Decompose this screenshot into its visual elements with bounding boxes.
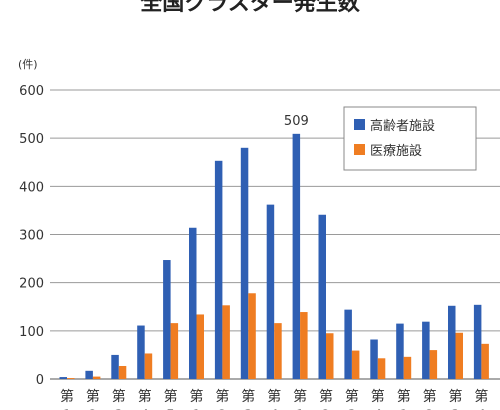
legend-label: 高齢者施設	[370, 118, 435, 134]
y-tick-label: 400	[19, 180, 44, 195]
chart-title: 全国クラスター発生数	[139, 0, 361, 16]
bar-medical-facility	[403, 356, 412, 379]
bar-medical-facility	[326, 333, 334, 379]
x-tick-label-index: 2	[322, 408, 331, 410]
x-tick-label-index: 5	[166, 408, 175, 410]
bar-elderly-facility	[137, 325, 145, 379]
y-axis-unit-label: (件)	[18, 58, 38, 71]
bar-medical-facility	[248, 293, 256, 379]
y-tick-label: 0	[36, 373, 44, 388]
x-tick-label: 第	[112, 388, 126, 405]
legend-label: 医療施設	[370, 143, 422, 159]
x-tick-label: 第	[164, 388, 178, 405]
x-tick-label: 第	[138, 388, 152, 405]
x-tick-label: 第	[267, 388, 281, 405]
x-tick-label: 第	[345, 388, 359, 405]
y-tick-label: 300	[19, 229, 44, 244]
x-tick-label-index: 4	[477, 408, 486, 410]
x-tick-label-index: 1	[399, 408, 408, 410]
x-tick-label-index: 1	[192, 408, 201, 410]
x-tick-label: 第	[449, 388, 463, 405]
bar-medical-facility	[92, 376, 101, 379]
bar-elderly-facility	[240, 147, 249, 379]
bar-elderly-facility	[266, 204, 275, 379]
bar-medical-facility	[144, 353, 153, 379]
x-tick-label: 第	[397, 388, 411, 405]
bar-medical-facility	[67, 378, 75, 379]
legend-box	[343, 106, 477, 171]
y-tick-label: 100	[19, 325, 44, 340]
x-tick-label: 第	[60, 388, 74, 405]
x-tick-label: 第	[319, 388, 333, 405]
bar-medical-facility	[429, 350, 438, 379]
legend-swatch	[354, 144, 365, 155]
x-tick-label: 第	[423, 388, 437, 405]
x-tick-label-index: 4	[373, 408, 382, 410]
bar-elderly-facility	[85, 370, 93, 379]
x-tick-label: 第	[371, 388, 385, 405]
bar-medical-facility	[170, 323, 179, 379]
bar-elderly-facility	[59, 377, 67, 379]
bar-medical-facility	[481, 343, 489, 379]
x-tick-label: 第	[241, 388, 255, 405]
x-tick-label: 第	[215, 388, 229, 405]
x-tick-label-index: 3	[114, 408, 123, 410]
bar-medical-facility	[222, 305, 230, 379]
x-tick-label-index: 4	[140, 408, 149, 410]
bar-medical-facility	[351, 350, 360, 379]
bar-elderly-facility	[422, 321, 430, 379]
legend-swatch	[354, 119, 365, 130]
bar-medical-facility	[118, 365, 127, 379]
x-tick-label-index: 2	[88, 408, 97, 410]
bar-elderly-facility	[370, 339, 378, 379]
bar-elderly-facility	[111, 354, 119, 379]
bar-elderly-facility	[318, 214, 326, 379]
bar-elderly-facility	[214, 160, 223, 379]
x-tick-label-index: 1	[296, 408, 305, 410]
x-tick-label-index: 2	[425, 408, 434, 410]
bar-medical-facility	[377, 358, 386, 379]
gridlines	[50, 89, 500, 380]
bar-elderly-facility	[448, 305, 456, 379]
y-tick-label: 200	[19, 277, 44, 292]
x-tick-label: 第	[190, 388, 204, 405]
bars	[59, 133, 489, 379]
bar-medical-facility	[196, 314, 204, 379]
bar-medical-facility	[300, 312, 308, 379]
bar-elderly-facility	[163, 260, 171, 379]
y-tick-label: 600	[19, 84, 44, 99]
bar-elderly-facility	[292, 133, 301, 379]
x-tick-label-index: 3	[244, 408, 253, 410]
x-tick-label: 第	[293, 388, 307, 405]
x-tick-labels: 第1第2第3第4第5第1第2第3第4第1第2第3第4第1第2第3第4第1	[60, 388, 488, 410]
x-tick-label-index: 2	[218, 408, 227, 410]
x-tick-label-index: 3	[347, 408, 356, 410]
bar-medical-facility	[274, 323, 282, 379]
y-tick-label: 500	[19, 132, 44, 147]
bar-medical-facility	[455, 332, 463, 379]
x-tick-label-index: 4	[270, 408, 279, 410]
bar-elderly-facility	[344, 309, 352, 379]
x-tick-label-index: 3	[451, 408, 460, 410]
annotations: 509	[284, 114, 309, 129]
y-tick-labels: 0 100 200 300 400 500 600	[19, 84, 44, 388]
data-label: 509	[284, 114, 309, 129]
bar-elderly-facility	[396, 323, 404, 379]
x-tick-label: 第	[86, 388, 100, 405]
x-tick-label: 第	[474, 388, 488, 405]
bar-elderly-facility	[473, 304, 482, 379]
x-tick-label-index: 1	[63, 408, 72, 410]
bar-elderly-facility	[189, 227, 197, 379]
